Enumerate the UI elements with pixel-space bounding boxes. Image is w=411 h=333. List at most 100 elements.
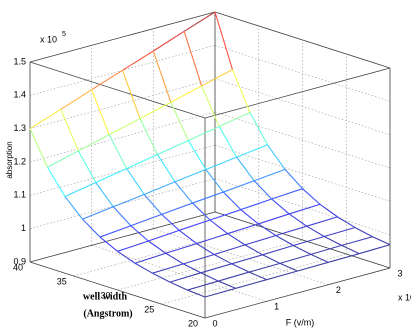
mesh-edge (169, 281, 188, 291)
x-tick-label: 2 (336, 285, 341, 295)
mesh-edge (289, 203, 321, 215)
y-tick-label: 35 (57, 276, 67, 286)
mesh-edge (201, 85, 220, 127)
mesh-edge (161, 202, 193, 215)
mesh-edge (126, 154, 158, 170)
mesh-edge (372, 236, 391, 246)
mesh-edge (323, 235, 342, 246)
mesh-edge (218, 280, 237, 289)
mesh-edge (139, 118, 158, 155)
mesh-edge (209, 209, 242, 221)
mesh-edge (302, 188, 321, 205)
mesh-edge (205, 169, 224, 193)
mesh-edge (165, 252, 184, 265)
mesh-edge (236, 156, 255, 182)
z-tick-label: 1 (21, 223, 26, 233)
mesh-edge (213, 254, 232, 265)
mesh-edge (183, 263, 202, 274)
mesh-edge (288, 213, 307, 227)
mesh-edge (188, 126, 220, 142)
mesh-edge (205, 156, 237, 170)
mesh-edge (214, 244, 246, 256)
z-tick-label: 1.3 (13, 123, 26, 133)
mesh-edge (117, 240, 149, 252)
grid-line (73, 225, 259, 277)
mesh-edge (183, 31, 203, 87)
mesh-edge (249, 262, 281, 273)
mesh-edge (275, 235, 294, 246)
mesh-edge (143, 181, 176, 195)
z-tick-label: 1.2 (13, 156, 26, 166)
mesh-edge (95, 168, 127, 184)
mesh-edge (165, 243, 197, 254)
mesh-edge (218, 271, 250, 282)
mesh-edge (240, 209, 259, 225)
box-edge (29, 61, 206, 119)
mesh-edge (152, 263, 184, 274)
mesh-edge (148, 240, 167, 254)
mesh-edge (201, 69, 233, 87)
x-tick-label: 1 (274, 302, 279, 312)
box-edge (214, 11, 391, 69)
mesh-edge (200, 263, 232, 274)
mesh-edge (253, 180, 273, 200)
z-tick-label: 0.9 (13, 256, 26, 266)
grid-line (29, 78, 216, 129)
mesh-edge (187, 280, 219, 291)
mesh-edge (227, 233, 246, 246)
mesh-edge (91, 89, 110, 135)
mesh-edge (236, 144, 268, 158)
mesh-edge (231, 263, 250, 273)
mesh-edge (231, 254, 263, 265)
mesh-edge (258, 213, 290, 225)
mesh-edge (324, 226, 356, 237)
mesh-edge (183, 11, 216, 32)
x-tick-label: 0 (212, 318, 217, 328)
mesh-edge (178, 229, 197, 245)
mesh-edge (170, 85, 202, 103)
mesh-edge (196, 233, 228, 245)
grid-line (214, 178, 391, 235)
mesh-edge (192, 191, 224, 204)
mesh-edge (134, 262, 153, 274)
mesh-edge (152, 50, 172, 103)
mesh-edge (218, 112, 251, 128)
mesh-edge (148, 229, 180, 242)
y-tick-label: 40 (13, 262, 23, 272)
mesh-edge (82, 206, 114, 220)
grid-line (153, 228, 329, 285)
y-tick-label: 25 (144, 304, 154, 314)
z-scale-base: x 10 (40, 34, 57, 44)
mesh-edge (223, 180, 255, 193)
x-tick-label: 3 (397, 268, 402, 278)
mesh-edge (253, 168, 286, 182)
mesh-edge (218, 126, 238, 158)
mesh-edge (121, 70, 141, 119)
mesh-edge (122, 50, 154, 71)
mesh-edge (117, 250, 136, 264)
grid-line (117, 239, 303, 291)
mesh-edge (139, 101, 172, 120)
mesh-edge (169, 272, 201, 283)
box-edge (29, 211, 216, 263)
z-axis-label: absorption (5, 141, 14, 178)
box-edge (29, 261, 206, 319)
mesh-edge (130, 213, 162, 227)
mesh-edge (64, 182, 97, 198)
mesh-edge (130, 225, 149, 242)
mesh-edge (341, 244, 360, 255)
x-scale-base: x 10 (398, 292, 411, 302)
mesh-edge (258, 223, 277, 236)
mesh-edge (29, 108, 62, 130)
grid-line (214, 45, 391, 102)
mesh-edge (196, 243, 215, 255)
mesh-edge (77, 150, 97, 183)
mesh-edge (284, 169, 303, 190)
z-tick-label: 1.4 (13, 90, 26, 100)
mesh-edge (227, 223, 259, 235)
mesh-edge (134, 252, 167, 264)
mesh-edge (235, 279, 267, 289)
mesh-edge (200, 272, 219, 282)
mesh-edge (60, 89, 92, 110)
